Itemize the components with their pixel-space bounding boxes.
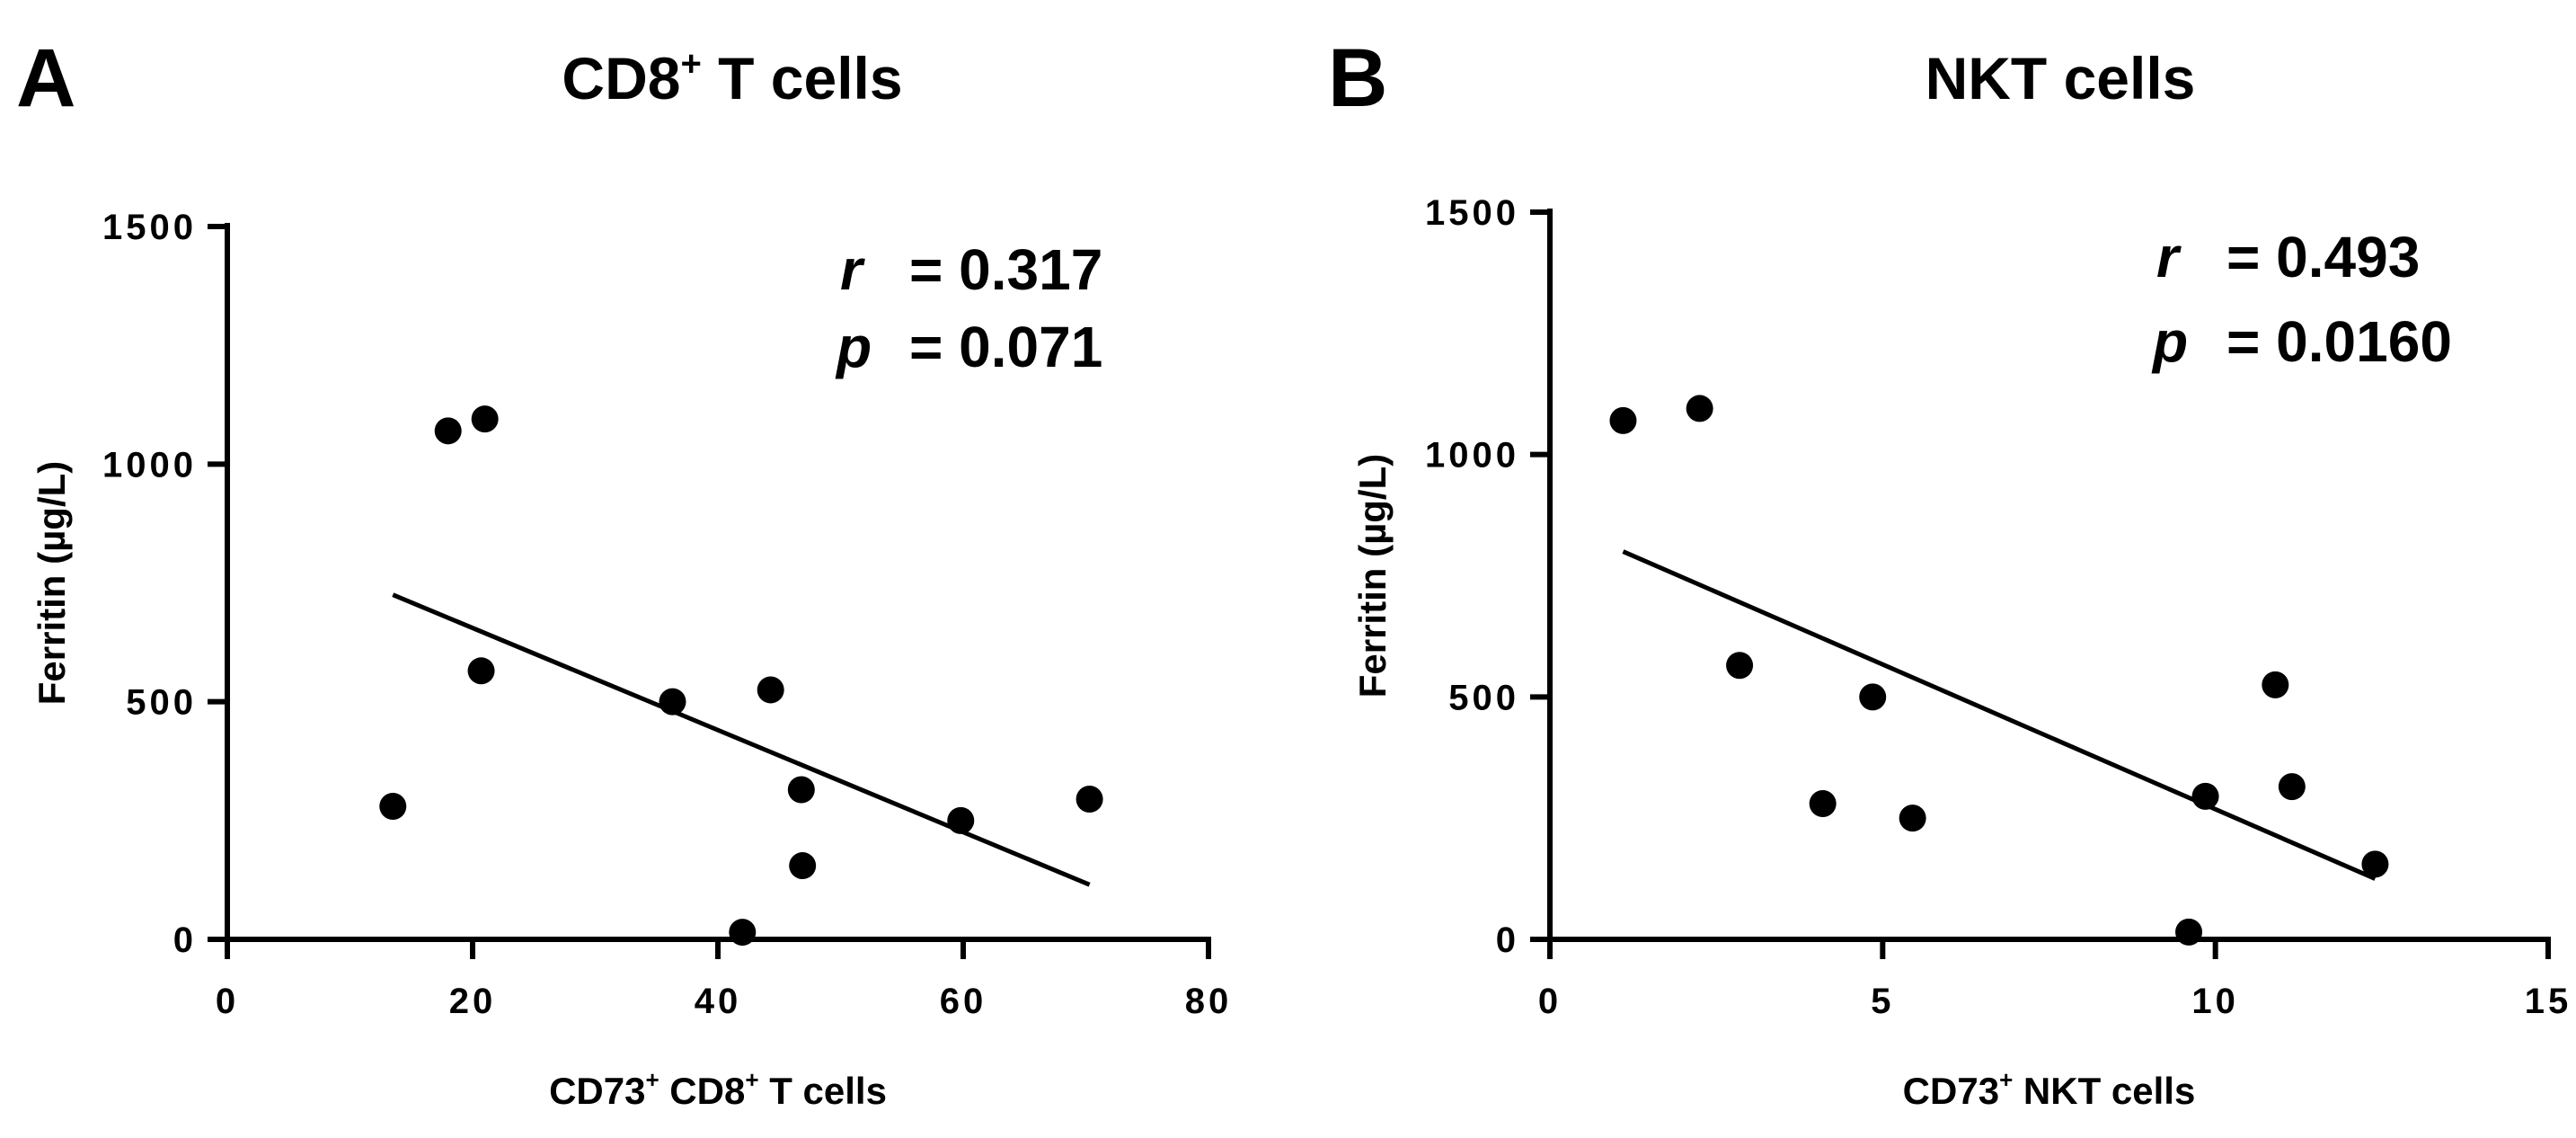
p-label: p (835, 315, 872, 379)
y-tick-label: 1500 (102, 208, 197, 247)
y-tick-label: 500 (126, 683, 197, 723)
data-point (2262, 671, 2289, 698)
panel-b: B NKT cells 0 500 1000 1500 0 5 10 15 CD73+ NKT ce… (1328, 32, 2572, 1112)
x-tick-label: 20 (449, 982, 497, 1021)
y-axis-label: Ferritin (µg/L) (1351, 454, 1394, 698)
x-tick-label: 10 (2191, 982, 2239, 1021)
r-value: = 0.493 (2226, 225, 2420, 289)
x-tick-label: 80 (1185, 982, 1233, 1021)
x-tick-label: 40 (695, 982, 742, 1021)
data-point (1609, 406, 1637, 434)
data-point (2191, 782, 2219, 810)
data-point (729, 919, 757, 947)
panel-letter: A (16, 32, 75, 124)
panel-a: A CD8+ T cells 0 500 1000 1500 0 20 40 60 80 CD73+ … (16, 32, 1233, 1112)
chart-title: CD8+ T cells (562, 44, 902, 111)
data-point (1809, 789, 1837, 817)
p-value: = 0.071 (909, 315, 1102, 379)
p-value: = 0.0160 (2226, 309, 2452, 374)
x-tick-label: 0 (216, 982, 239, 1021)
x-tick-label: 5 (1871, 982, 1894, 1021)
y-tick-label: 1000 (102, 445, 197, 485)
data-point (467, 657, 495, 685)
data-point (787, 776, 815, 804)
y-axis-label: Ferritin (µg/L) (31, 461, 73, 706)
y-tick-label: 0 (173, 920, 197, 960)
x-tick-label: 15 (2525, 982, 2572, 1021)
data-point (757, 676, 784, 704)
data-point (379, 792, 407, 820)
y-tick-label: 0 (1496, 920, 1519, 960)
x-tick-label: 0 (1538, 982, 1562, 1021)
data-point (2175, 918, 2203, 946)
data-point (1899, 805, 1926, 832)
regression-line (1622, 549, 2377, 881)
y-tick-label: 500 (1448, 678, 1519, 717)
y-tick-label: 1000 (1425, 436, 1519, 476)
r-label: r (840, 237, 865, 302)
r-label: r (2156, 225, 2182, 289)
data-point (789, 852, 817, 880)
data-point (1686, 395, 1713, 422)
regression-line (392, 592, 1091, 887)
x-axis-label: CD73+ NKT cells (1903, 1066, 2196, 1112)
r-value: = 0.317 (909, 237, 1102, 302)
data-point (2361, 850, 2389, 878)
chart-title: NKT cells (1925, 45, 2196, 111)
data-point (1076, 786, 1103, 813)
panel-letter: B (1328, 32, 1387, 124)
p-label: p (2151, 309, 2188, 374)
data-point (659, 688, 686, 716)
data-point (2278, 773, 2306, 801)
data-point (471, 405, 499, 433)
x-axis-label: CD73+ CD8+ T cells (549, 1066, 887, 1112)
data-point (1859, 683, 1887, 711)
data-point (1726, 652, 1754, 680)
y-tick-label: 1500 (1425, 193, 1519, 233)
data-point (947, 806, 975, 834)
x-tick-label: 60 (940, 982, 987, 1021)
data-point (434, 417, 462, 445)
